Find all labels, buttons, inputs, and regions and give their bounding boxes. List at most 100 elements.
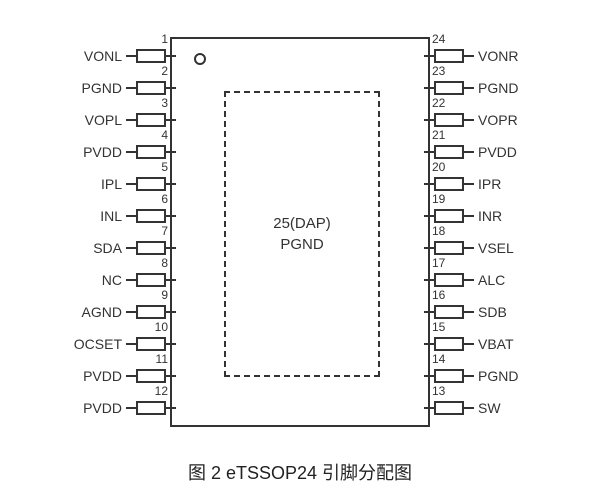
pin-box [136,337,166,351]
pin-wire [464,183,474,185]
pin-number: 21 [432,128,445,142]
pin-label: IPL [60,176,122,192]
pin-lead: 10 [126,337,176,351]
pin-label: PGND [478,80,540,96]
pin-number: 22 [432,96,445,110]
pin-label: SW [478,400,540,416]
pin-box [136,401,166,415]
pin-13: SW 13 [424,397,540,419]
pin-label: SDB [478,304,540,320]
pin-lead: 16 [424,305,474,319]
pin-number: 20 [432,160,445,174]
pin-number: 24 [432,32,445,46]
pin-wire [166,407,176,409]
pin-lead: 18 [424,241,474,255]
pin-wire [424,151,434,153]
pin-lead: 7 [126,241,176,255]
pin-lead: 13 [424,401,474,415]
pin-label: VONR [478,48,540,64]
pin-box [136,177,166,191]
pin-label: PVDD [60,400,122,416]
pin-wire [464,343,474,345]
pin-label: ALC [478,272,540,288]
pin-label: PVDD [60,368,122,384]
pin-label: INL [60,208,122,224]
pin1-indicator-dot [194,53,206,65]
pin-wire [126,375,136,377]
pin-box [434,49,464,63]
pin-wire [424,183,434,185]
pin-number: 23 [432,64,445,78]
pin-wire [424,375,434,377]
pin-lead: 20 [424,177,474,191]
pin-number: 6 [161,192,168,206]
pin-lead: 9 [126,305,176,319]
pin-box [136,81,166,95]
pin-wire [166,375,176,377]
pin-label: VOPR [478,112,540,128]
pin-box [136,369,166,383]
pin-label: PGND [60,80,122,96]
pin-wire [464,215,474,217]
pin-lead: 23 [424,81,474,95]
pin-lead: 3 [126,113,176,127]
pin-wire [126,151,136,153]
pin-label: NC [60,272,122,288]
pin-box [136,241,166,255]
pin-number: 19 [432,192,445,206]
pad-line1: 25(DAP) [273,213,331,234]
pin-wire [126,279,136,281]
pin-lead: 21 [424,145,474,159]
pin-wire [464,55,474,57]
pin-label: AGND [60,304,122,320]
pin-box [434,337,464,351]
pin-wire [126,311,136,313]
pin-wire [166,55,176,57]
pin-number: 1 [161,32,168,46]
pin-box [434,401,464,415]
pin-lead: 2 [126,81,176,95]
figure-caption: 图 2 eTSSOP24 引脚分配图 [0,459,600,485]
pinout-diagram: 25(DAP) PGND VONL 1 PGND 2 VOPL 3 PVDD4 IPL 5 INL… [60,25,540,445]
pin-number: 5 [161,160,168,174]
pin-lead: 5 [126,177,176,191]
pin-wire [424,119,434,121]
pin-wire [424,87,434,89]
pin-wire [464,151,474,153]
pin-wire [464,247,474,249]
pin-wire [424,343,434,345]
pin-lead: 8 [126,273,176,287]
pin-label: IPR [478,176,540,192]
pin-number: 9 [161,288,168,302]
pin-wire [464,407,474,409]
pin-wire [126,247,136,249]
pin-label: PVDD [478,144,540,160]
pin-wire [464,311,474,313]
pin-wire [126,407,136,409]
pin-7: SDA7 [60,237,176,259]
pin-wire [424,407,434,409]
pin-box [434,81,464,95]
pin-wire [166,343,176,345]
pin-12: PVDD12 [60,397,176,419]
pin-wire [166,247,176,249]
pin-wire [126,119,136,121]
pin-number: 2 [161,64,168,78]
pin-3: VOPL 3 [60,109,176,131]
pin-wire [126,183,136,185]
pin-wire [424,55,434,57]
pin-wire [166,87,176,89]
pin-box [136,273,166,287]
pin-label: VONL [60,48,122,64]
pin-number: 8 [161,256,168,270]
pin-wire [126,343,136,345]
pin-4: PVDD4 [60,141,176,163]
pin-box [434,177,464,191]
pin-box [434,369,464,383]
pin-wire [126,55,136,57]
pin-label: VOPL [60,112,122,128]
pin-number: 18 [432,224,445,238]
pin-number: 10 [155,320,168,334]
pin-8: NC 8 [60,269,176,291]
pin-number: 7 [161,224,168,238]
